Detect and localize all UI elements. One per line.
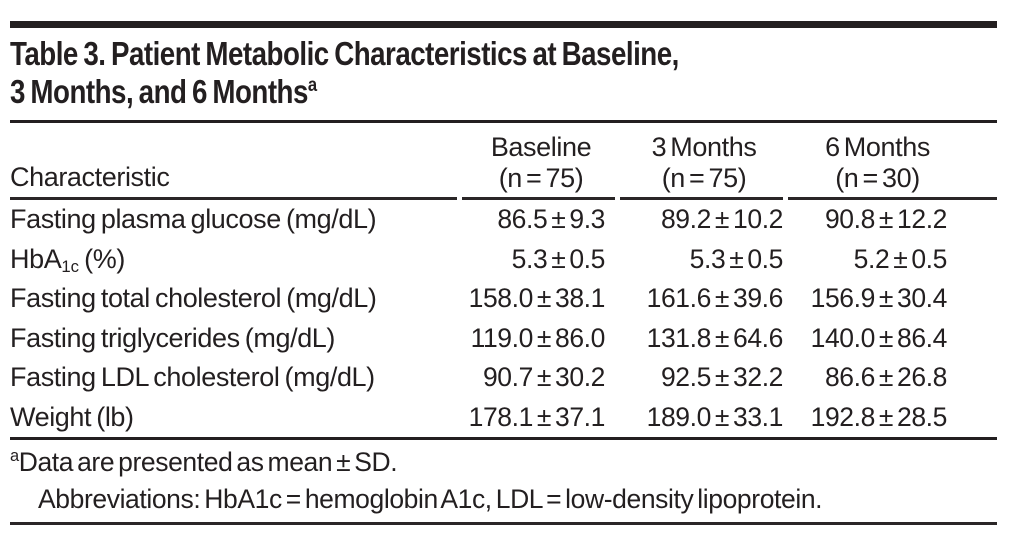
cell-6-months: 86.6 ± 26.8 bbox=[824, 362, 947, 393]
row-label-text: (%) bbox=[79, 243, 125, 274]
header-rule bbox=[10, 197, 997, 200]
cell-6-months: 192.8 ± 28.5 bbox=[810, 401, 948, 432]
cell-3-months: 92.5 ± 32.2 bbox=[660, 362, 783, 393]
cell-3-months: 161.6 ± 39.6 bbox=[646, 283, 784, 314]
footnote-marker: a bbox=[10, 447, 19, 466]
column-header-6-months-line1: 6 Months bbox=[825, 132, 930, 162]
table-body: Fasting plasma glucose (mg/dL) 86.5 ± 9.… bbox=[10, 200, 997, 437]
cell-3-months: 131.8 ± 64.6 bbox=[646, 322, 784, 353]
column-header-baseline-line1: Baseline bbox=[490, 132, 592, 162]
column-header-baseline: Baseline (n = 75) bbox=[462, 132, 620, 197]
row-label: Fasting total cholesterol (mg/dL) bbox=[10, 283, 377, 314]
table-row-weight: Weight (lb) 178.1 ± 37.1 189.0 ± 33.1 19… bbox=[10, 398, 997, 438]
cell-6-months: 140.0 ± 86.4 bbox=[810, 322, 948, 353]
table-row-hba1c: HbA1c (%) 5.3 ± 0.5 5.3 ± 0.5 5.2 ± 0.5 bbox=[10, 240, 997, 280]
table-title-footnote-marker: a bbox=[307, 74, 317, 96]
table-row-fasting-ldl-cholesterol: Fasting LDL cholesterol (mg/dL) 90.7 ± 3… bbox=[10, 358, 997, 398]
row-label-subscript: 1c bbox=[61, 256, 80, 276]
row-label: Fasting triglycerides (mg/dL) bbox=[10, 322, 336, 353]
row-label: HbA1c (%) bbox=[10, 243, 462, 276]
footnote-abbreviations: Abbreviations: HbA1c = hemoglobin A1c, L… bbox=[38, 484, 823, 514]
column-header-baseline-line2: (n = 75) bbox=[498, 163, 584, 193]
table-row-fasting-triglycerides: Fasting triglycerides (mg/dL) 119.0 ± 86… bbox=[10, 319, 997, 359]
row-label: Fasting plasma glucose (mg/dL) bbox=[10, 204, 377, 235]
column-header-3-months-line1: 3 Months bbox=[651, 132, 757, 162]
table-row-fasting-total-cholesterol: Fasting total cholesterol (mg/dL) 158.0 … bbox=[10, 279, 997, 319]
table-row-fasting-plasma-glucose: Fasting plasma glucose (mg/dL) 86.5 ± 9.… bbox=[10, 200, 997, 240]
cell-6-months: 5.2 ± 0.5 bbox=[853, 243, 948, 274]
cell-baseline: 158.0 ± 38.1 bbox=[468, 283, 606, 314]
cell-baseline: 86.5 ± 9.3 bbox=[497, 204, 605, 235]
column-header-3-months-line2: (n = 75) bbox=[661, 163, 747, 193]
header-rule-segment bbox=[10, 197, 457, 200]
cell-baseline: 5.3 ± 0.5 bbox=[511, 243, 606, 274]
column-header-6-months-line2: (n = 30) bbox=[835, 163, 920, 193]
cell-baseline: 119.0 ± 86.0 bbox=[470, 322, 606, 353]
column-header-6-months: 6 Months (n = 30) bbox=[788, 132, 997, 197]
header-rule-segment bbox=[462, 197, 615, 200]
table-title-line1: Table 3. Patient Metabolic Characteristi… bbox=[10, 35, 679, 72]
column-header-characteristic: Characteristic bbox=[10, 162, 170, 192]
row-label: Fasting LDL cholesterol (mg/dL) bbox=[10, 362, 375, 393]
cell-6-months: 156.9 ± 30.4 bbox=[810, 283, 948, 314]
footnote-text: Data are presented as mean ± SD. bbox=[18, 447, 398, 477]
cell-baseline: 178.1 ± 37.1 bbox=[468, 401, 606, 432]
cell-baseline: 90.7 ± 30.2 bbox=[482, 362, 605, 393]
column-header-3-months: 3 Months (n = 75) bbox=[620, 132, 788, 197]
cell-3-months: 5.3 ± 0.5 bbox=[689, 243, 784, 274]
title-rule bbox=[10, 120, 997, 123]
bottom-rule bbox=[10, 522, 997, 525]
table-header-row: Characteristic Baseline (n = 75) 3 Month… bbox=[10, 127, 997, 197]
footer-rule bbox=[10, 437, 997, 440]
top-accent-bar bbox=[10, 21, 997, 28]
cell-3-months: 189.0 ± 33.1 bbox=[646, 401, 784, 432]
cell-6-months: 90.8 ± 12.2 bbox=[824, 204, 947, 235]
table-title-line2: 3 Months, and 6 Months bbox=[10, 73, 308, 110]
header-rule-segment bbox=[788, 197, 997, 200]
footnote-data-presentation: aData are presented as mean ± SD. bbox=[10, 447, 398, 478]
header-rule-segment bbox=[620, 197, 783, 200]
cell-3-months: 89.2 ± 10.2 bbox=[660, 204, 783, 235]
row-label: Weight (lb) bbox=[10, 401, 134, 432]
table-title: Table 3. Patient Metabolic Characteristi… bbox=[10, 35, 1011, 111]
row-label-text: HbA bbox=[10, 243, 62, 274]
